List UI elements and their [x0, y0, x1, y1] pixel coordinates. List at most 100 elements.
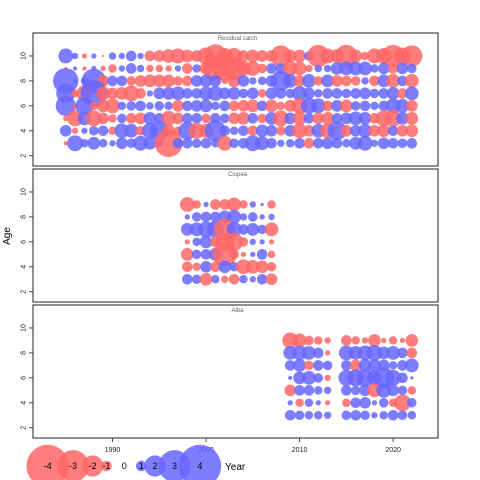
bubble	[349, 124, 362, 137]
bubble	[200, 260, 212, 273]
bubble	[350, 397, 361, 409]
bubble	[228, 100, 240, 112]
bubbles	[53, 44, 423, 158]
bubble	[136, 64, 145, 73]
bubble	[359, 87, 371, 100]
bubble	[174, 65, 182, 72]
bubble	[287, 400, 293, 406]
bubble	[191, 88, 202, 99]
bubble	[218, 87, 231, 100]
bubble	[124, 123, 139, 138]
bubble	[245, 259, 260, 274]
bubble	[360, 51, 370, 61]
bubble	[293, 371, 306, 385]
bubble	[284, 112, 297, 125]
bubble	[190, 100, 203, 112]
bubble	[407, 386, 417, 395]
bubble	[228, 112, 240, 125]
bubble	[133, 135, 148, 151]
bubble	[246, 87, 259, 100]
bubble	[210, 199, 221, 210]
bubble	[303, 113, 315, 124]
bubble	[377, 124, 391, 138]
bubble	[341, 335, 352, 346]
bubble	[87, 136, 101, 150]
bubble	[293, 359, 306, 372]
bubble	[123, 85, 140, 102]
bubble	[144, 50, 156, 62]
legend-bubble	[135, 460, 147, 472]
legend-bubble	[57, 450, 89, 480]
bubble	[143, 111, 157, 125]
panel-frame	[32, 32, 439, 167]
bubble	[63, 115, 69, 121]
bubble	[303, 385, 315, 396]
legend-label: 3	[172, 461, 177, 471]
bubble	[369, 88, 380, 99]
bubble	[91, 53, 97, 59]
bubble	[221, 77, 228, 85]
bubble	[200, 211, 212, 223]
bubble	[370, 64, 379, 73]
bubble	[304, 360, 314, 371]
bubbles	[282, 332, 419, 421]
bubble	[293, 75, 306, 87]
legend-label: 1	[139, 461, 144, 471]
bubble	[292, 333, 307, 348]
bubble	[283, 74, 298, 88]
bubble	[126, 101, 136, 111]
bubble	[342, 398, 351, 408]
bubble	[180, 223, 194, 236]
bubble	[249, 276, 256, 283]
bubble	[341, 410, 352, 421]
bubble	[238, 224, 249, 235]
bubble	[182, 261, 193, 273]
bubble	[249, 77, 257, 85]
bubble	[72, 78, 78, 84]
bubble	[330, 62, 344, 75]
bubble	[341, 385, 352, 396]
bubble	[321, 111, 334, 125]
legend-label: -2	[89, 461, 97, 471]
bubble	[212, 242, 237, 267]
bubble	[237, 100, 250, 112]
bubble	[339, 99, 353, 113]
bubble	[171, 86, 185, 101]
bubble	[207, 85, 223, 101]
bubble	[324, 400, 331, 406]
bubble	[246, 49, 260, 63]
bubble	[164, 101, 173, 111]
bubble	[369, 75, 380, 87]
bubble	[276, 126, 286, 136]
bubble	[108, 64, 117, 73]
bubble	[312, 360, 324, 371]
bubble	[397, 88, 408, 99]
legend-label: -4	[44, 461, 52, 471]
bubble	[397, 385, 408, 396]
bubble	[227, 74, 241, 88]
bubble	[71, 127, 79, 134]
bubble	[125, 50, 137, 62]
bubble	[256, 50, 268, 62]
bubble	[368, 124, 381, 137]
bubble	[331, 75, 343, 87]
bubble	[162, 87, 175, 100]
x-axis-title: Year	[225, 462, 246, 473]
bubble	[304, 411, 314, 420]
bubble	[303, 87, 315, 100]
bubble	[80, 139, 89, 148]
bubble	[283, 49, 297, 63]
bubble	[221, 275, 229, 284]
bubble	[288, 375, 293, 380]
bubble	[182, 137, 193, 149]
bubble	[292, 123, 307, 139]
bubble	[397, 75, 408, 87]
panels-group: Residual catch 2 4 6 8 10 Clupea 2 4 6 8 10 Alba 2 4 6 8…	[21, 32, 439, 439]
bubble	[192, 64, 201, 73]
bubble	[350, 385, 361, 396]
bubble	[358, 123, 372, 138]
bubble	[313, 76, 324, 86]
bubble	[85, 110, 102, 127]
bubble	[272, 110, 289, 127]
bubble	[351, 336, 360, 345]
